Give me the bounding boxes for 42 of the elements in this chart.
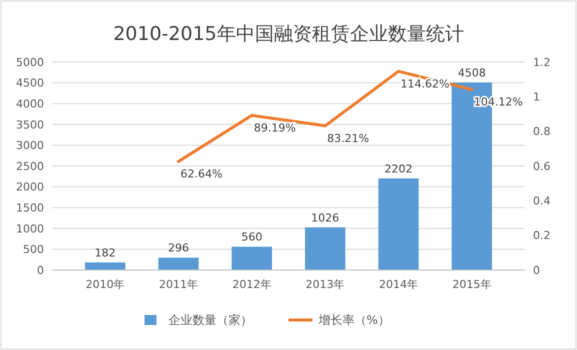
x-tick-label: 2010年	[86, 278, 125, 291]
x-tick-label: 2013年	[306, 278, 345, 291]
x-tick-label: 2015年	[452, 278, 492, 291]
bar	[378, 178, 419, 270]
y2-tick-label: 0.8	[533, 125, 550, 138]
data-label: 89.19%	[254, 121, 296, 134]
y-tick-label: 2000	[16, 180, 44, 194]
legend-label: 企业数量（家）	[168, 313, 252, 328]
y-tick-label: 2500	[16, 160, 44, 173]
data-label: 182	[94, 246, 116, 260]
y-tick-label: 1500	[16, 201, 44, 214]
bar	[232, 246, 272, 270]
x-tick-label: 2014年	[379, 278, 418, 291]
y-tick-label: 3000	[16, 139, 44, 152]
y2-tick-label: 0	[533, 264, 540, 277]
y-tick-label: 500	[23, 243, 44, 256]
y2-tick-label: 0.6	[533, 160, 550, 173]
y2-tick-label: 0.4	[533, 194, 550, 208]
y-tick-label: 3500	[16, 118, 44, 132]
data-label: 560	[241, 230, 262, 244]
data-label: 296	[168, 242, 189, 255]
data-label: 4508	[458, 66, 486, 80]
y-tick-label: 4000	[16, 97, 44, 110]
bar	[305, 227, 346, 270]
data-label: 114.62%	[400, 77, 450, 90]
data-label: 83.21%	[327, 132, 370, 145]
y-tick-label: 1000	[16, 222, 44, 236]
y2-tick-label: 1	[533, 90, 540, 104]
y-tick-label: 0	[37, 264, 44, 277]
bar	[158, 258, 199, 270]
data-label: 2202	[384, 162, 412, 176]
x-tick-label: 2011年	[159, 278, 198, 291]
legend-label: 增长率（%）	[318, 313, 390, 328]
data-label: 1026	[311, 211, 340, 224]
y-tick-label: 5000	[16, 56, 44, 69]
y2-tick-label: 0.2	[533, 229, 550, 242]
y-tick-label: 4500	[16, 76, 44, 90]
y2-tick-label: 1.2	[533, 56, 550, 69]
chart-title: 2010-2015年中国融资租赁企业数量统计	[113, 23, 464, 45]
bar	[85, 262, 126, 270]
x-tick-label: 2012年	[232, 278, 272, 291]
data-label: 62.64%	[180, 167, 222, 180]
